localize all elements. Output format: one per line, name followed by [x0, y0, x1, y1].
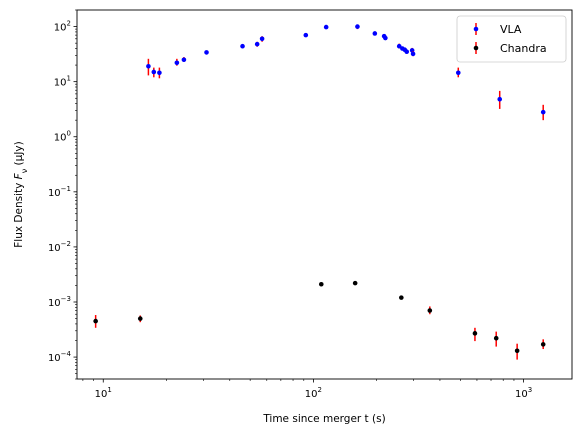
data-point [318, 281, 324, 287]
data-point [410, 51, 416, 57]
data-point [404, 49, 410, 54]
data-point [181, 57, 187, 63]
data-point [455, 70, 461, 76]
axes-frame [76, 9, 573, 380]
data-point [497, 96, 503, 102]
data-point [472, 331, 478, 336]
legend: VLA Chandra [456, 15, 567, 63]
data-point [352, 280, 358, 286]
data-point [540, 109, 546, 115]
x-tick-label: 103 [515, 386, 532, 400]
data-point [372, 31, 378, 36]
legend-marker-chandra [473, 42, 479, 54]
data-point [540, 342, 546, 347]
data-point [355, 24, 360, 29]
data-point [174, 60, 180, 66]
data-point [157, 70, 162, 76]
series-chandra [93, 280, 546, 360]
data-point [137, 316, 143, 321]
y-tick-label: 102 [54, 20, 71, 34]
data-point [259, 36, 265, 42]
data-point [240, 43, 245, 49]
legend-label-vla: VLA [500, 23, 522, 36]
y-axis-label: Flux Density Fν (μJy) [13, 141, 29, 247]
data-point [427, 308, 433, 313]
data-point [493, 335, 499, 341]
y-tick-label: 10−3 [48, 295, 71, 309]
data-point [146, 64, 151, 69]
x-tick-label: 102 [305, 386, 322, 400]
series-vla [146, 24, 546, 121]
legend-marker-vla [473, 23, 479, 35]
data-point [514, 348, 520, 354]
data-point [323, 24, 329, 30]
y-tick-label: 10−1 [48, 185, 71, 199]
legend-box [456, 15, 567, 63]
x-tick-label: 101 [95, 386, 112, 400]
data-point [254, 41, 260, 47]
data-point [303, 32, 309, 38]
plot-area [93, 24, 546, 360]
data-point [399, 295, 404, 300]
y-tick-label: 101 [54, 75, 71, 89]
legend-label-chandra: Chandra [500, 42, 547, 55]
data-point [93, 318, 98, 324]
y-tick-label: 100 [54, 130, 71, 144]
data-point [383, 35, 388, 41]
y-tick-label: 10−4 [48, 350, 72, 364]
data-point [151, 69, 157, 75]
x-axis-label: Time since merger t (s) [262, 413, 385, 425]
data-point [204, 50, 209, 55]
data-point [396, 43, 402, 49]
y-tick-label: 10−2 [48, 240, 71, 254]
